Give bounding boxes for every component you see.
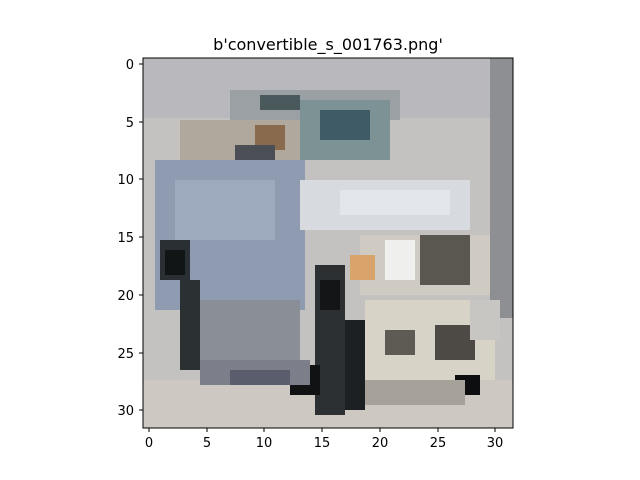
y-axis: 0 5 10 15 20 25 30 [117, 58, 143, 419]
y-tick-label: 0 [126, 58, 134, 73]
y-tick-label: 25 [117, 347, 134, 362]
y-tick-label: 15 [117, 231, 134, 246]
axes-frame [142, 57, 514, 429]
car-photo-pixelated-icon [143, 58, 513, 428]
x-tick-label: 15 [314, 436, 331, 451]
x-tick-label: 20 [372, 436, 389, 451]
x-tick-label: 25 [430, 436, 447, 451]
y-tick-label: 10 [117, 173, 134, 188]
x-tick-label: 10 [256, 436, 273, 451]
x-tick-label: 5 [203, 436, 211, 451]
x-tick-label: 30 [487, 436, 504, 451]
x-tick-label: 0 [145, 436, 153, 451]
x-axis: 0 5 10 15 20 25 30 [145, 428, 503, 451]
y-tick-label: 5 [126, 116, 134, 131]
image-axes: 0 5 10 15 20 25 30 0 5 10 15 20 25 30 [117, 57, 514, 451]
y-tick-label: 30 [117, 404, 134, 419]
y-tick-label: 20 [117, 289, 134, 304]
figure-title: b'convertible_s_001763.png' [213, 35, 443, 55]
